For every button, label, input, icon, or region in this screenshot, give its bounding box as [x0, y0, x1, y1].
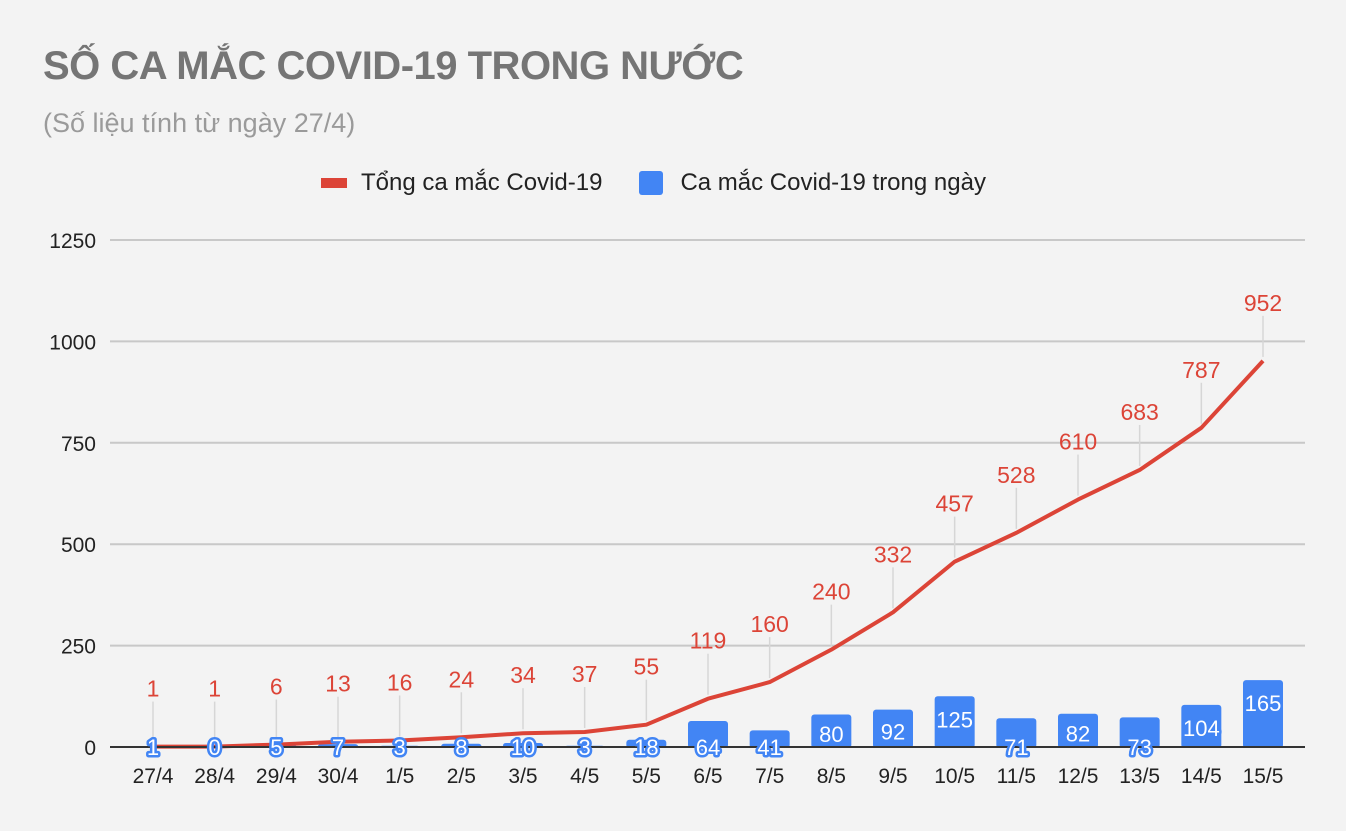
bar-value-label: 104 — [1183, 716, 1220, 741]
line-value-label: 37 — [572, 661, 598, 687]
x-tick-label: 14/5 — [1181, 765, 1222, 788]
bar[interactable] — [1181, 704, 1222, 748]
y-tick-label: 0 — [84, 737, 96, 760]
x-tick-label: 6/5 — [693, 765, 722, 788]
bar[interactable] — [996, 718, 1037, 748]
y-tick-label: 500 — [61, 534, 96, 557]
legend-item-daily[interactable]: Ca mắc Covid-19 trong ngày — [639, 169, 986, 197]
chart-subtitle: (Số liệu tính từ ngày 27/4) — [43, 108, 356, 138]
line-value-label: 952 — [1244, 290, 1282, 316]
x-tick-label: 10/5 — [934, 765, 975, 788]
line-value-label: 55 — [634, 654, 660, 680]
line-value-label: 119 — [690, 628, 727, 654]
line-swatch-icon — [321, 178, 347, 188]
line-value-label: 24 — [449, 666, 475, 692]
bar-value-label: 0 — [209, 735, 221, 760]
bar[interactable] — [688, 721, 728, 748]
chart-title: SỐ CA MẮC COVID-19 TRONG NƯỚC — [43, 44, 744, 88]
x-tick-label: 30/4 — [318, 765, 359, 788]
x-tick-label: 2/5 — [447, 765, 476, 788]
x-tick-label: 11/5 — [997, 765, 1036, 788]
legend-item-total[interactable]: Tổng ca mắc Covid-19 — [321, 169, 602, 197]
bar-value-label: 3 — [579, 735, 591, 760]
y-tick-label: 1250 — [49, 230, 96, 253]
bar-value-label: 80 — [819, 722, 843, 747]
x-tick-label: 1/5 — [385, 765, 414, 788]
bar[interactable] — [873, 709, 913, 748]
x-tick-label: 9/5 — [878, 765, 907, 788]
bar-value-label: 5 — [270, 735, 282, 760]
y-tick-label: 750 — [61, 433, 96, 456]
x-tick-label: 29/4 — [256, 765, 297, 788]
line-value-label: 240 — [812, 579, 850, 605]
line-value-label: 787 — [1182, 357, 1220, 383]
x-tick-label: 12/5 — [1058, 765, 1099, 788]
line-value-label: 34 — [510, 662, 536, 688]
bar[interactable] — [749, 730, 790, 748]
bar-value-label: 1 — [147, 735, 159, 760]
y-axis: 0 250 500 750 1000 1250 — [49, 230, 96, 760]
x-tick-label: 5/5 — [632, 765, 661, 788]
y-tick-label: 250 — [61, 636, 96, 659]
x-tick-label: 4/5 — [570, 765, 599, 788]
gridlines — [110, 239, 1305, 647]
line-series — [153, 359, 1265, 749]
bar-value-label: 41 — [757, 735, 781, 760]
bar-value-label: 10 — [511, 735, 535, 760]
bar[interactable] — [934, 696, 975, 748]
line-value-label: 1 — [208, 676, 221, 702]
bar-value-label: 71 — [1004, 735, 1028, 760]
bar-value-label: 165 — [1245, 691, 1282, 716]
x-tick-label: 3/5 — [508, 765, 537, 788]
line-value-label: 610 — [1059, 429, 1097, 455]
chart-legend: Tổng ca mắc Covid-19 Ca mắc Covid-19 tro… — [321, 168, 1023, 198]
legend-label-total: Tổng ca mắc Covid-19 — [361, 169, 603, 196]
bar[interactable] — [1058, 713, 1098, 748]
bar[interactable] — [626, 739, 667, 748]
bar[interactable] — [811, 714, 852, 748]
line-value-label: 457 — [935, 491, 973, 517]
x-tick-label: 13/5 — [1119, 765, 1160, 788]
bar-value-label: 92 — [881, 719, 905, 744]
line-value-label: 160 — [750, 611, 788, 637]
bar-swatch-icon — [639, 171, 664, 195]
line-value-label: 332 — [874, 541, 912, 567]
line-value-label: 528 — [997, 462, 1035, 488]
bar-value-label: 7 — [332, 735, 344, 760]
bar[interactable] — [1119, 717, 1160, 748]
x-tick-label: 27/4 — [133, 765, 174, 788]
line-value-label: 16 — [387, 670, 413, 696]
legend-label-daily: Ca mắc Covid-19 trong ngày — [680, 169, 986, 196]
bar-value-label: 73 — [1127, 735, 1151, 760]
total-cases-line[interactable] — [153, 359, 1265, 749]
x-tick-label: 15/5 — [1243, 765, 1284, 788]
line-value-label: 1 — [147, 676, 160, 702]
line-value-label: 683 — [1120, 399, 1158, 425]
x-tick-label: 28/4 — [194, 765, 235, 788]
bar-value-label: 125 — [936, 707, 973, 732]
bar-value-label: 18 — [634, 735, 658, 760]
y-tick-label: 1000 — [49, 331, 96, 354]
bar[interactable] — [1243, 680, 1283, 748]
line-value-label: 6 — [270, 674, 283, 700]
x-tick-label: 7/5 — [755, 765, 784, 788]
bar-value-label: 3 — [394, 735, 406, 760]
bar-value-label: 8 — [455, 735, 467, 760]
bar-value-label: 64 — [696, 735, 720, 760]
line-value-label: 13 — [325, 671, 351, 697]
label-leader-lines — [152, 315, 1264, 743]
bar-value-label: 82 — [1066, 721, 1090, 746]
x-tick-label: 8/5 — [817, 765, 846, 788]
